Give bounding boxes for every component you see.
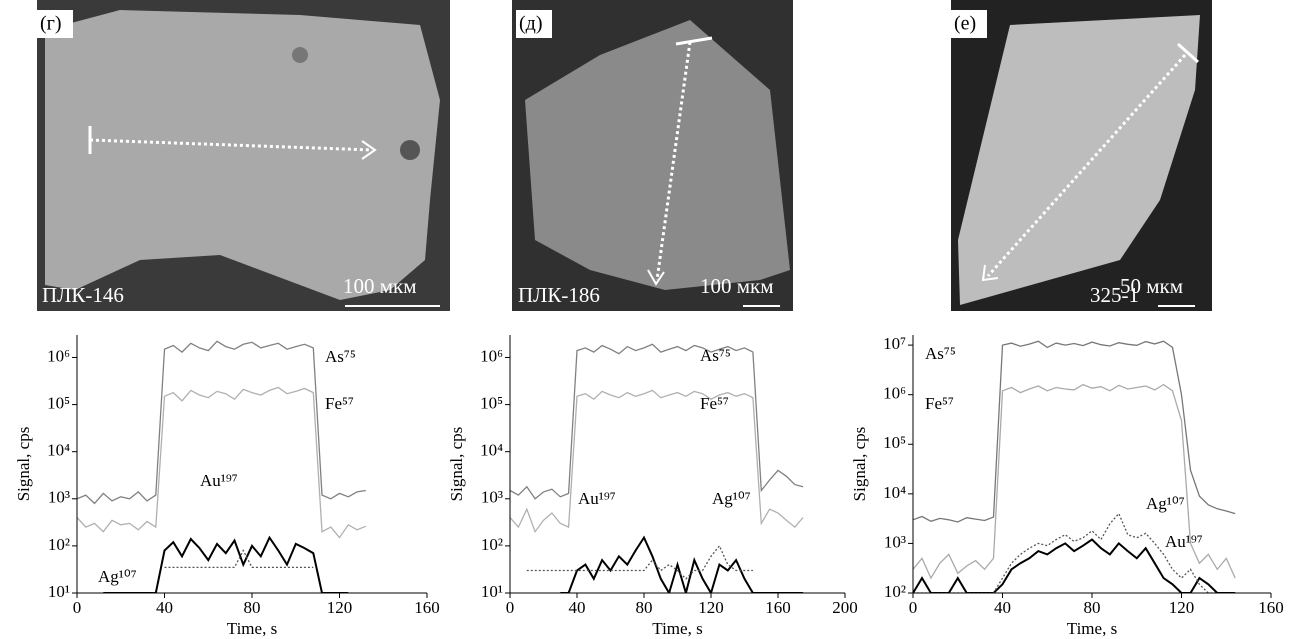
x-tick-label: 40	[156, 598, 173, 617]
y-tick-label: 10⁵	[883, 433, 906, 452]
y-tick-label: 10³	[48, 488, 70, 507]
y-tick-label: 10⁶	[47, 346, 70, 365]
sample-label: ПЛК-186	[518, 283, 600, 307]
plot	[77, 340, 367, 593]
series-label: Au¹⁹⁷	[578, 489, 616, 508]
y-tick-label: 10⁶	[480, 346, 503, 365]
series-line	[103, 535, 349, 593]
y-tick-label: 10⁴	[480, 441, 503, 460]
y-tick-label: 10⁵	[47, 393, 70, 412]
scale-label: 50 мкм	[1120, 274, 1183, 298]
scale-label: 100 мкм	[700, 274, 774, 298]
y-axis-label: Signal, cps	[447, 427, 466, 502]
series-line	[77, 340, 366, 505]
x-tick-label: 120	[698, 598, 724, 617]
x-axis-label: Time, s	[652, 619, 702, 638]
x-axis-label: Time, s	[1067, 619, 1117, 638]
series-line	[510, 343, 804, 500]
micrograph-3	[951, 0, 1212, 311]
series-label: As⁷⁵	[925, 344, 956, 363]
x-tick-label: 0	[909, 598, 918, 617]
y-axis-label: Signal, cps	[14, 427, 33, 502]
x-tick-label: 40	[994, 598, 1011, 617]
x-tick-label: 160	[414, 598, 440, 617]
series-label: Au¹⁹⁷	[1165, 532, 1203, 551]
series-line	[913, 383, 1236, 580]
x-tick-label: 160	[1258, 598, 1284, 617]
series-line	[526, 544, 753, 580]
x-tick-label: 120	[1169, 598, 1195, 617]
y-tick-label: 10⁵	[480, 393, 503, 412]
series-line	[913, 538, 1236, 593]
y-tick-label: 10²	[48, 535, 70, 554]
series-label: Ag¹⁰⁷	[712, 489, 751, 508]
series-label: Fe⁵⁷	[700, 394, 729, 413]
series-label: Fe⁵⁷	[325, 394, 354, 413]
series-label: Ag¹⁰⁷	[98, 567, 137, 586]
panel-label: (е)	[954, 13, 976, 35]
series-line	[510, 389, 804, 534]
series-line	[560, 535, 804, 593]
y-tick-label: 10¹	[481, 582, 503, 601]
series-line	[77, 386, 367, 539]
series-label: As⁷⁵	[700, 346, 731, 365]
micrograph-1	[37, 0, 450, 311]
x-tick-label: 80	[1084, 598, 1101, 617]
y-tick-label: 10³	[884, 532, 906, 551]
sample-label: ПЛК-146	[42, 283, 124, 307]
sample-label: 325-1	[1090, 283, 1139, 307]
x-tick-label: 80	[636, 598, 653, 617]
x-tick-label: 160	[765, 598, 791, 617]
series-line	[164, 549, 314, 569]
panel-label: (г)	[40, 13, 62, 35]
series-label: As⁷⁵	[325, 347, 356, 366]
y-tick-label: 10⁶	[883, 384, 906, 403]
series-label: Fe⁵⁷	[925, 394, 954, 413]
series-label: Ag¹⁰⁷	[1146, 494, 1185, 513]
x-tick-label: 80	[244, 598, 261, 617]
y-tick-label: 10⁷	[883, 334, 906, 353]
x-tick-label: 40	[569, 598, 586, 617]
y-tick-label: 10²	[481, 535, 503, 554]
x-tick-label: 0	[506, 598, 515, 617]
x-tick-label: 200	[832, 598, 858, 617]
series-line	[913, 340, 1236, 523]
series-label: Au¹⁹⁷	[200, 471, 238, 490]
scale-label: 100 мкм	[343, 274, 417, 298]
y-tick-label: 10⁴	[883, 483, 906, 502]
y-tick-label: 10⁴	[47, 441, 70, 460]
micrograph-2	[512, 0, 793, 311]
y-tick-label: 10³	[481, 488, 503, 507]
y-axis-label: Signal, cps	[850, 427, 869, 502]
x-tick-label: 120	[327, 598, 353, 617]
y-tick-label: 10²	[884, 582, 906, 601]
y-tick-label: 10¹	[48, 582, 70, 601]
x-axis-label: Time, s	[227, 619, 277, 638]
plot	[913, 340, 1236, 593]
x-tick-label: 0	[73, 598, 82, 617]
panel-label: (д)	[519, 13, 543, 35]
plot	[510, 343, 804, 593]
